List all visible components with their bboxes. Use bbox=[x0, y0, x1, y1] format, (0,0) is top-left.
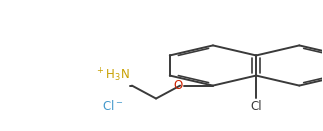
Text: O: O bbox=[173, 79, 182, 92]
Text: Cl: Cl bbox=[250, 100, 262, 113]
Text: Cl$^-$: Cl$^-$ bbox=[102, 99, 123, 113]
Text: $^+$H$_3$N: $^+$H$_3$N bbox=[95, 67, 129, 84]
